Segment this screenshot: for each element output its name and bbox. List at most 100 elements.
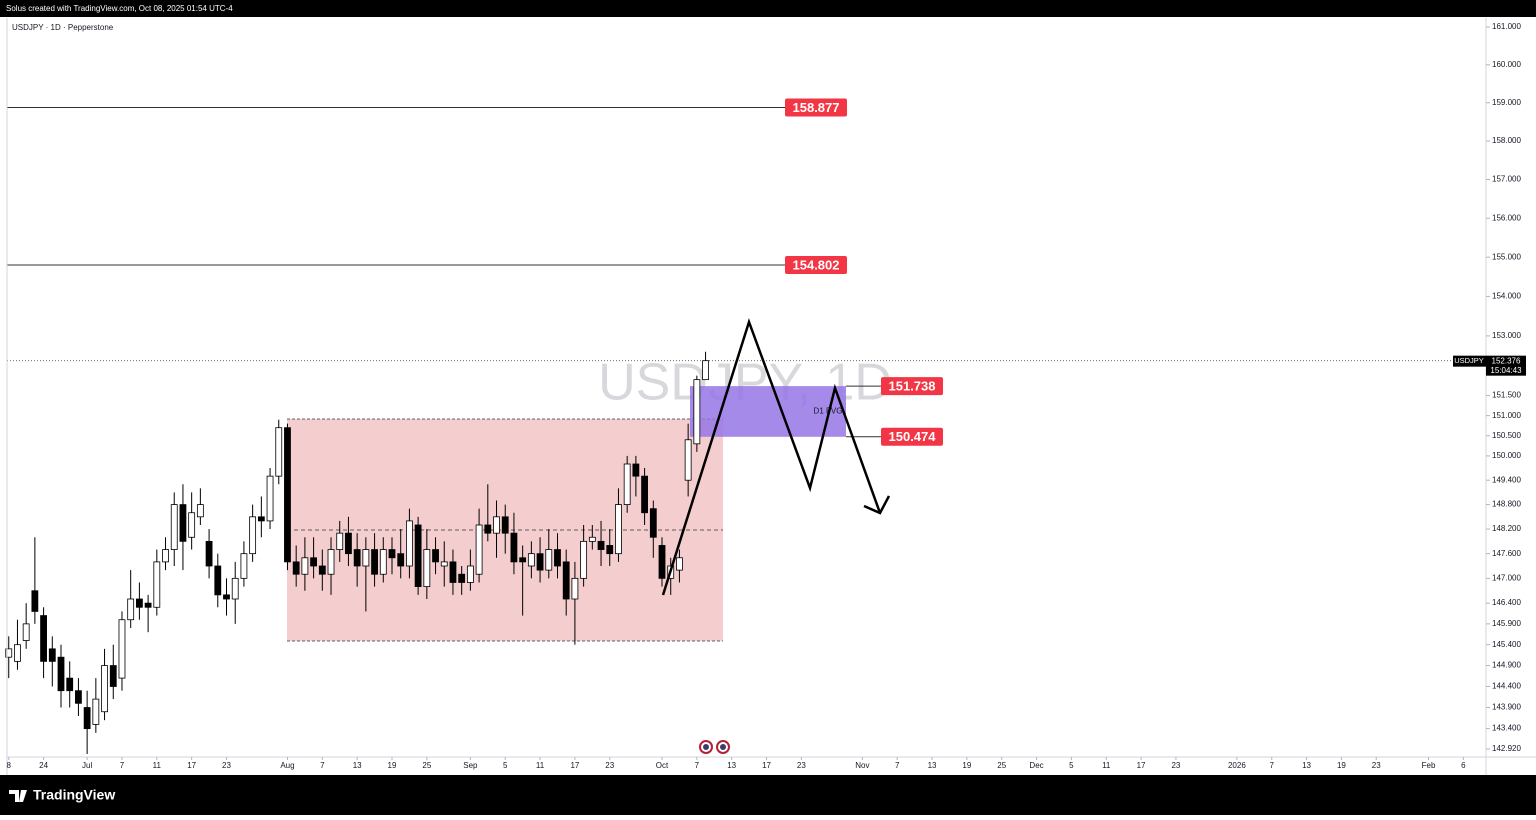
- candle-body: [423, 549, 431, 588]
- y-tick-label: 142.920: [1492, 744, 1521, 753]
- candle-body: [170, 504, 178, 550]
- candle-body: [31, 590, 39, 612]
- candle-body: [406, 520, 413, 567]
- y-tick-label: 151.000: [1492, 411, 1521, 420]
- candle-body: [658, 545, 666, 579]
- y-tick-label: 160.000: [1492, 60, 1521, 69]
- candle-body: [109, 665, 117, 687]
- candle-body: [196, 504, 204, 518]
- y-tick-label: 146.400: [1492, 598, 1521, 607]
- x-tick-label: 13: [353, 761, 362, 770]
- candle-body: [188, 512, 196, 538]
- brand-name: TradingView: [33, 787, 115, 803]
- x-tick-label: Oct: [656, 761, 669, 770]
- x-tick-label: 7: [1270, 761, 1275, 770]
- y-tick-label: 154.000: [1492, 292, 1521, 301]
- candle-body: [510, 532, 518, 563]
- x-tick-label: 7: [320, 761, 325, 770]
- y-tick-label: 148.200: [1492, 524, 1521, 533]
- candle-body: [388, 549, 396, 559]
- candle-body: [493, 516, 500, 534]
- x-tick-label: 19: [962, 761, 971, 770]
- candle-body: [475, 524, 483, 575]
- candle-body: [562, 561, 570, 600]
- candle-body: [135, 598, 143, 608]
- x-tick-label: 23: [222, 761, 231, 770]
- x-tick-label: 5: [1069, 761, 1074, 770]
- candle-body: [501, 516, 509, 534]
- x-tick-label: 8: [7, 761, 12, 770]
- candle-body: [371, 549, 378, 575]
- candle-body: [284, 427, 291, 563]
- event-flag-inner: [703, 744, 709, 750]
- candle-body: [266, 475, 274, 522]
- candle-body: [66, 677, 74, 692]
- zone-tag: [881, 427, 943, 446]
- candle-body: [318, 565, 326, 575]
- level-label: 154.802: [793, 257, 840, 272]
- candle-body: [40, 615, 47, 662]
- y-tick-label: 150.000: [1492, 451, 1521, 460]
- y-tick-label: 147.600: [1492, 549, 1521, 558]
- candle-body: [527, 553, 535, 567]
- candle-body: [162, 549, 169, 563]
- x-tick-label: 2026: [1228, 761, 1246, 770]
- candle-body: [362, 549, 370, 567]
- candle-body: [649, 508, 657, 538]
- x-tick-label: 17: [187, 761, 196, 770]
- projection-path: [661, 318, 882, 596]
- y-tick-label: 158.000: [1492, 136, 1521, 145]
- footer-bar: [0, 775, 1536, 815]
- candle-body: [336, 532, 344, 550]
- candle-body: [48, 648, 56, 662]
- zone-label: 151.738: [889, 379, 936, 394]
- y-tick-label: 155.000: [1492, 252, 1521, 261]
- y-tick-label: 147.000: [1492, 573, 1521, 582]
- candle-body: [449, 561, 457, 583]
- x-tick-label: Sep: [463, 761, 478, 770]
- x-tick-label: 7: [120, 761, 125, 770]
- x-tick-label: 23: [1372, 761, 1381, 770]
- candle-body: [632, 463, 640, 477]
- x-tick-label: 5: [503, 761, 508, 770]
- candle-body: [571, 577, 579, 600]
- x-tick-label: 13: [928, 761, 937, 770]
- candle-body: [684, 439, 692, 481]
- y-tick-label: 149.400: [1492, 475, 1521, 484]
- price-tag-label: 152.376: [1492, 356, 1521, 365]
- candle-body: [484, 524, 492, 534]
- candle-body: [249, 516, 257, 555]
- x-tick-label: 24: [39, 761, 48, 770]
- level-tag: [785, 98, 847, 117]
- candle-body: [92, 698, 100, 725]
- y-tick-label: 148.800: [1492, 500, 1521, 509]
- candle-body: [257, 516, 265, 522]
- candle-body: [702, 360, 709, 381]
- candle-body: [693, 379, 701, 445]
- candle-body: [214, 565, 222, 596]
- candle-body: [153, 561, 161, 608]
- y-tick-label: 145.400: [1492, 640, 1521, 649]
- level-tag: [785, 255, 847, 274]
- candle-body: [623, 463, 631, 505]
- symbol-tag-label: USDJPY: [1454, 356, 1484, 365]
- event-flag-inner: [720, 744, 726, 750]
- x-tick-label: 7: [695, 761, 700, 770]
- candle-body: [231, 577, 239, 600]
- candle-body: [458, 573, 466, 583]
- candle-body: [597, 540, 605, 550]
- candle-body: [240, 553, 248, 579]
- candle-body: [275, 427, 283, 477]
- candle-body: [5, 648, 13, 658]
- candle-body: [545, 549, 553, 571]
- countdown-label: 15:04:43: [1490, 366, 1522, 375]
- zone-label: 150.474: [889, 429, 937, 444]
- x-tick-label: Feb: [1422, 761, 1436, 770]
- candle-body: [536, 553, 544, 571]
- candle-body: [432, 549, 439, 563]
- x-tick-label: Dec: [1029, 761, 1043, 770]
- symbol-tag: [1453, 355, 1486, 367]
